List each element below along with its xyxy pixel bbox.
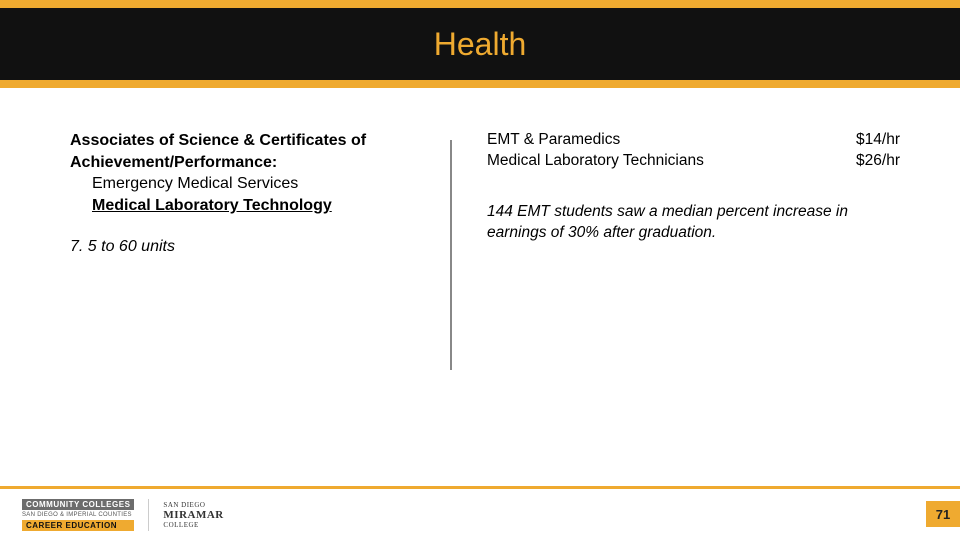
page-number: 71 (926, 501, 960, 527)
logo1-line1: COMMUNITY COLLEGES (22, 499, 134, 510)
career-name: EMT & Paramedics (487, 130, 620, 151)
career-wage: $26/hr (836, 151, 900, 172)
career-row-1: EMT & Paramedics $14/hr (487, 130, 900, 151)
footer-body: COMMUNITY COLLEGES SAN DIEGO & IMPERIAL … (0, 489, 960, 540)
programs-heading: Associates of Science & Certificates of … (70, 130, 430, 173)
program-item-2: Medical Laboratory Technology (92, 195, 430, 217)
logo2-line3: COLLEGE (163, 521, 198, 529)
right-column: EMT & Paramedics $14/hr Medical Laborato… (452, 130, 900, 390)
career-wage: $14/hr (836, 130, 900, 151)
miramar-college-logo: SAN DIEGO MIRAMAR COLLEGE (163, 501, 223, 529)
logo1-line2: SAN DIEGO & IMPERIAL COUNTIES (22, 512, 134, 518)
logo1-line3: CAREER EDUCATION (22, 520, 134, 531)
title-bar: Health (0, 0, 960, 88)
left-column: Associates of Science & Certificates of … (70, 130, 450, 390)
logo2-line2: MIRAMAR (163, 509, 223, 521)
logo-divider (148, 499, 149, 531)
career-row-2: Medical Laboratory Technicians $26/hr (487, 151, 900, 172)
community-colleges-logo: COMMUNITY COLLEGES SAN DIEGO & IMPERIAL … (22, 499, 134, 531)
career-name: Medical Laboratory Technicians (487, 151, 704, 172)
program-item-1: Emergency Medical Services (92, 173, 430, 195)
content-area: Associates of Science & Certificates of … (70, 130, 900, 390)
units-text: 7. 5 to 60 units (70, 238, 430, 256)
title-band: Health (0, 8, 960, 80)
earnings-note: 144 EMT students saw a median percent in… (487, 202, 900, 244)
slide-title: Health (434, 26, 527, 63)
footer: COMMUNITY COLLEGES SAN DIEGO & IMPERIAL … (0, 486, 960, 540)
logo2-line1: SAN DIEGO (163, 501, 205, 509)
slide: Health Associates of Science & Certifica… (0, 0, 960, 540)
